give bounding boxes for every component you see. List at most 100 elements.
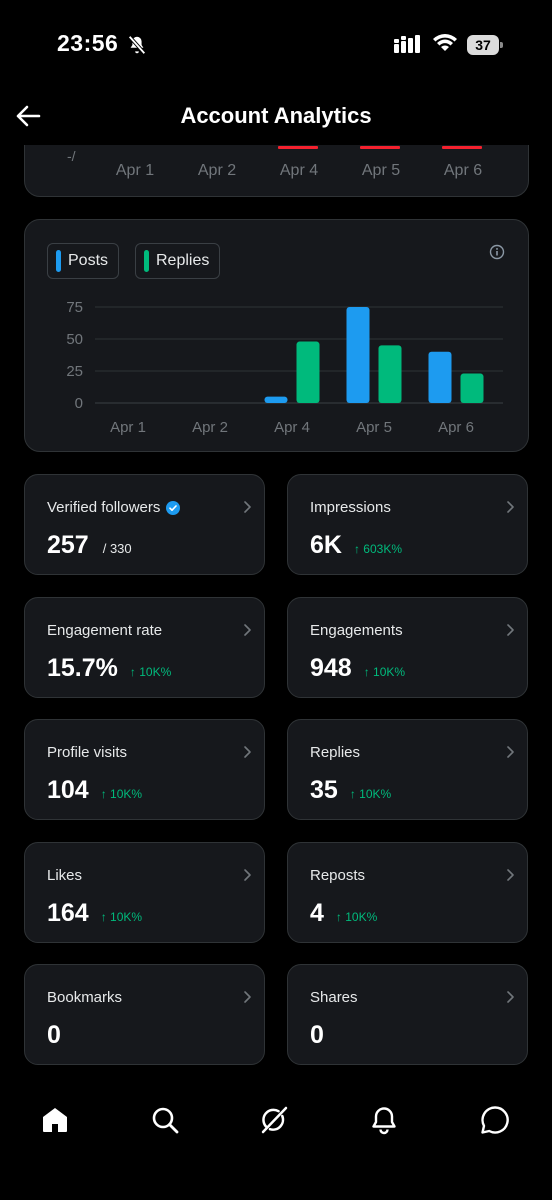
line-segment [442,146,482,149]
metric-card[interactable]: Shares 0 [287,964,528,1065]
metric-value-row: 6K ↑ 603K% [310,531,402,560]
metric-card[interactable]: Likes 164 ↑ 10K% [24,842,265,943]
chevron-right-icon [507,501,514,513]
metric-value: 104 [47,776,89,804]
metric-card[interactable]: Replies 35 ↑ 10K% [287,719,528,820]
metric-value: 257 [47,531,89,559]
cellular-signal-icon [394,35,420,53]
replies-bar[interactable] [296,341,320,403]
chevron-right-icon [507,869,514,881]
x-tick-label: Apr 5 [356,419,392,436]
wifi-icon [433,34,457,51]
metric-value-row: 948 ↑ 10K% [310,654,405,683]
metric-delta: ↑ 10K% [100,910,143,924]
arrow-left-icon [16,105,41,127]
grok-icon [261,1106,288,1134]
status-time: 23:56 [57,30,119,56]
metric-label: Engagement rate [47,622,163,639]
x-tick-label: Apr 4 [274,419,310,436]
metric-delta: ↑ 10K% [363,665,406,679]
nav-notifications[interactable] [364,1100,404,1140]
metric-value: 6K [310,531,342,559]
replies-bar[interactable] [378,345,402,403]
metric-card[interactable]: Verified followers 257 / 330 [24,474,265,575]
metric-value: 15.7% [47,654,118,682]
metric-label-row: Engagement rate [47,622,162,639]
posts-bar[interactable] [264,396,288,403]
metric-card[interactable]: Profile visits 104 ↑ 10K% [24,719,265,820]
metric-label-row: Bookmarks [47,989,122,1006]
x-tick-label: Apr 6 [443,162,483,179]
y-tick-label: 75 [66,299,83,316]
metric-delta: ↑ 603K% [353,542,402,556]
page-title: Account Analytics [180,103,372,128]
status-bar: 23:56 37 [0,0,552,90]
metric-value-row: 164 ↑ 10K% [47,899,142,928]
metric-label: Reposts [310,867,366,884]
nav-search[interactable] [145,1100,185,1140]
metric-label: Engagements [310,622,403,639]
chevron-right-icon [244,624,251,636]
metric-label-row: Shares [310,989,358,1006]
posts-replies-chart-card: Posts Replies 0 25 50 75 Apr 1 Apr 2 Apr 4 Apr … [24,219,529,452]
metric-label-row: Impressions [310,499,391,516]
y-tick-label: 50 [66,331,83,348]
metric-label: Impressions [310,499,391,516]
metric-value-row: 0 [310,1021,324,1050]
nav-grok[interactable] [254,1100,294,1140]
metric-value: 164 [47,899,89,927]
metric-card[interactable]: Bookmarks 0 [24,964,265,1065]
info-icon[interactable] [489,244,505,260]
legend-label: Replies [156,252,210,269]
metric-value-row: 257 / 330 [47,531,132,560]
metric-delta: ↑ 10K% [100,787,143,801]
metric-value-row: 104 ↑ 10K% [47,776,142,805]
metric-value: 4 [310,899,324,927]
line-segment [360,146,400,149]
battery-icon: 37 [467,35,503,55]
nav-home[interactable] [35,1100,75,1140]
metric-value: 0 [47,1021,61,1049]
metric-value: 948 [310,654,352,682]
metric-label-row: Engagements [310,622,403,639]
metric-card[interactable]: Reposts 4 ↑ 10K% [287,842,528,943]
metric-label-row: Reposts [310,867,365,884]
replies-bar[interactable] [460,373,484,403]
metric-delta: ↑ 10K% [129,665,172,679]
metric-delta: ↑ 10K% [335,910,378,924]
legend-replies[interactable]: Replies [135,243,221,279]
x-tick-label: Apr 2 [192,419,228,436]
chevron-right-icon [244,991,251,1003]
legend-posts[interactable]: Posts [47,243,120,279]
messages-icon [481,1106,509,1134]
metric-label: Bookmarks [47,989,123,1006]
metric-card[interactable]: Engagements 948 ↑ 10K% [287,597,528,698]
verified-badge-icon [166,500,181,515]
x-tick-label: Apr 2 [197,162,237,179]
metric-card[interactable]: Engagement rate 15.7% ↑ 10K% [24,597,265,698]
metric-value-row: 4 ↑ 10K% [310,899,377,928]
metric-label: Likes [47,867,83,884]
chevron-right-icon [244,501,251,513]
chevron-right-icon [244,869,251,881]
y-tick-label: 25 [66,363,83,380]
posts-bar[interactable] [428,351,452,403]
posts-bar[interactable] [346,307,370,403]
metric-label-row: Replies [310,744,360,761]
legend-swatch [144,250,149,272]
metric-label: Replies [310,744,361,761]
legend-swatch [56,250,61,272]
metric-total: / 330 [102,541,132,556]
nav-messages[interactable] [475,1100,515,1140]
header: Account Analytics [0,90,552,145]
bar-chart: 0 25 50 75 Apr 1 Apr 2 Apr 4 Apr 5 Apr 6 [66,299,503,436]
metric-label-row: Likes [47,867,82,884]
bell-off-icon [128,35,146,55]
back-button[interactable] [12,100,44,132]
chevron-right-icon [507,746,514,758]
metric-value: 35 [310,776,338,804]
line-segment [278,146,318,149]
metric-card[interactable]: Impressions 6K ↑ 603K% [287,474,528,575]
x-tick-label: Apr 5 [361,162,401,179]
chevron-right-icon [244,746,251,758]
